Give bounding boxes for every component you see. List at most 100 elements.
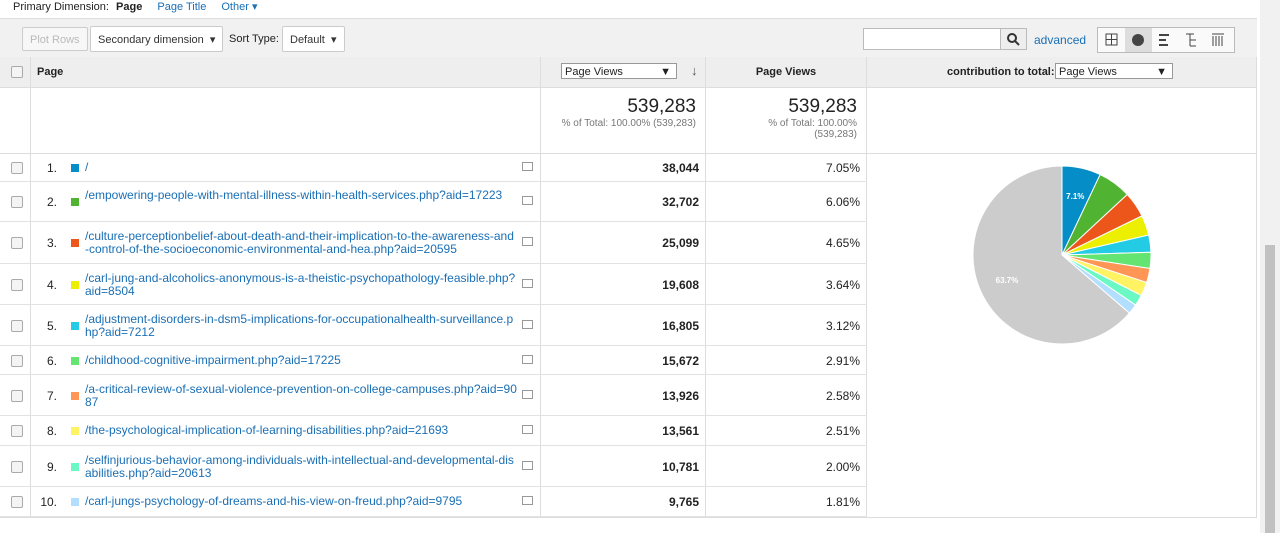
plot-rows-button[interactable]: Plot Rows (22, 27, 88, 51)
views-value: 15,672 (662, 353, 699, 368)
row-border (0, 487, 867, 517)
primary-dimension-bar: Primary Dimension: Page Page Title Other… (13, 0, 257, 13)
sort-arrow[interactable]: ↓ (691, 63, 698, 78)
views-value: 9,765 (668, 495, 699, 509)
row-checkbox[interactable] (11, 354, 23, 367)
row-checkbox[interactable] (11, 161, 23, 174)
open-link-icon[interactable] (522, 278, 533, 288)
page-link[interactable]: /culture-perceptionbelief-about-death-an… (85, 229, 514, 256)
pie-slice (972, 165, 1131, 345)
open-link-icon[interactable] (522, 354, 533, 364)
page-header[interactable]: Page (37, 66, 64, 78)
slice-label: 7.1% (1066, 192, 1084, 201)
open-link-icon[interactable] (522, 460, 533, 470)
contribution-select[interactable]: Page Views ▼ (1055, 63, 1173, 79)
row-checkbox[interactable] (11, 278, 23, 291)
row-index: 1. (46, 160, 57, 175)
row-border (0, 153, 867, 182)
views-value: 10,781 (662, 459, 699, 474)
views-value: 32,702 (662, 195, 699, 209)
open-link-icon[interactable] (522, 237, 533, 246)
row-color (71, 163, 79, 172)
row-color (71, 391, 79, 400)
dimension-option[interactable]: Other ▾ (221, 1, 258, 13)
scroll-thumb[interactable] (1265, 245, 1275, 533)
views-value: 19,608 (662, 277, 699, 292)
row-checkbox[interactable] (11, 389, 23, 402)
total-note: % of Total: 100.00% (539,283) (561, 118, 696, 129)
open-link-icon[interactable] (522, 161, 533, 171)
sort-button[interactable]: Default ▾ (282, 26, 345, 52)
search-button[interactable] (1000, 29, 1026, 49)
page-link[interactable]: /adjustment-disorders-in-dsm5-implicatio… (85, 311, 514, 339)
page-link[interactable]: /the-psychological-implication-of-learni… (85, 423, 449, 437)
row-index: 8. (46, 424, 57, 438)
percent-value: 6.06% (825, 195, 860, 209)
open-link-icon[interactable] (522, 319, 533, 329)
button-text: Secondary dimension (98, 34, 204, 46)
row-color (71, 498, 79, 506)
column-divider (705, 57, 706, 517)
open-link-icon[interactable] (522, 196, 533, 205)
divider (0, 18, 1257, 19)
page-link[interactable]: /carl-jungs-psychology-of-dreams-and-his… (85, 494, 463, 508)
search-icon (1007, 33, 1020, 46)
row-color (71, 462, 79, 471)
open-link-icon[interactable] (522, 425, 533, 434)
total-value: 539,283 (788, 96, 857, 117)
advanced-link[interactable]: advanced (1034, 33, 1087, 47)
row-color (71, 427, 79, 435)
percent-value: 3.12% (825, 318, 860, 333)
totals-row (0, 87, 1257, 154)
row-checkbox[interactable] (11, 425, 23, 437)
row-border (0, 346, 867, 375)
row-checkbox[interactable] (11, 237, 23, 249)
row-index: 5. (46, 318, 57, 333)
views-value: 25,099 (662, 236, 699, 250)
view-switcher[interactable] (1097, 27, 1235, 53)
percent-value: 7.05% (825, 160, 860, 175)
row-checkbox[interactable] (11, 496, 23, 508)
total-value: 539,283 (627, 96, 696, 117)
percent-value: 2.58% (825, 388, 860, 403)
row-border (0, 182, 867, 222)
percent-value: 4.65% (825, 236, 860, 250)
row-color (71, 321, 79, 330)
open-link-icon[interactable] (522, 496, 533, 505)
page-link[interactable]: /a-critical-review-of-sexual-violence-pr… (85, 381, 517, 409)
row-index: 10. (40, 495, 57, 509)
row-checkbox[interactable] (11, 319, 23, 332)
page-link[interactable]: /carl-jung-and-alcoholics-anonymous-is-a… (85, 270, 516, 298)
option-text: Other (221, 1, 249, 13)
page-link[interactable]: /selfinjurious-behavior-among-individual… (85, 452, 514, 480)
slice-label: 63.7% (996, 276, 1019, 285)
percent-value: 1.81% (825, 495, 860, 509)
row-index: 3. (46, 236, 57, 250)
column-divider (30, 57, 31, 517)
view-icons (1105, 28, 1224, 52)
metric-header[interactable]: Page Views (755, 66, 817, 78)
page-link[interactable]: /childhood-cognitive-impairment.php?aid=… (85, 352, 341, 367)
row-checkbox[interactable] (11, 460, 23, 473)
label: Primary Dimension: (13, 1, 109, 13)
contribution-label: contribution to total: (947, 66, 1055, 78)
page-link[interactable]: / (85, 159, 89, 174)
secondary-dimension-button[interactable]: Secondary dimension ▾ (90, 26, 224, 52)
open-link-icon[interactable] (522, 389, 533, 399)
percent-value: 3.64% (825, 277, 860, 292)
metric-select[interactable]: Page Views ▼ (561, 63, 677, 79)
active-dimension[interactable]: Page (116, 1, 143, 13)
scrollbar[interactable] (1260, 0, 1280, 533)
select-text: Page Views (565, 66, 623, 78)
row-checkbox[interactable] (11, 196, 23, 208)
row-border (0, 416, 867, 446)
page-link[interactable]: /empowering-people-with-mental-illness-w… (85, 188, 503, 202)
row-border (0, 305, 867, 346)
select-all-checkbox[interactable] (11, 66, 23, 78)
row-color (71, 239, 79, 247)
dimension-option[interactable]: Page Title (157, 1, 207, 13)
search-box[interactable] (863, 28, 1027, 50)
total-cell: 539,283 % of Total: 100.00% (539,283) (541, 96, 696, 129)
views-value: 13,561 (662, 424, 699, 438)
